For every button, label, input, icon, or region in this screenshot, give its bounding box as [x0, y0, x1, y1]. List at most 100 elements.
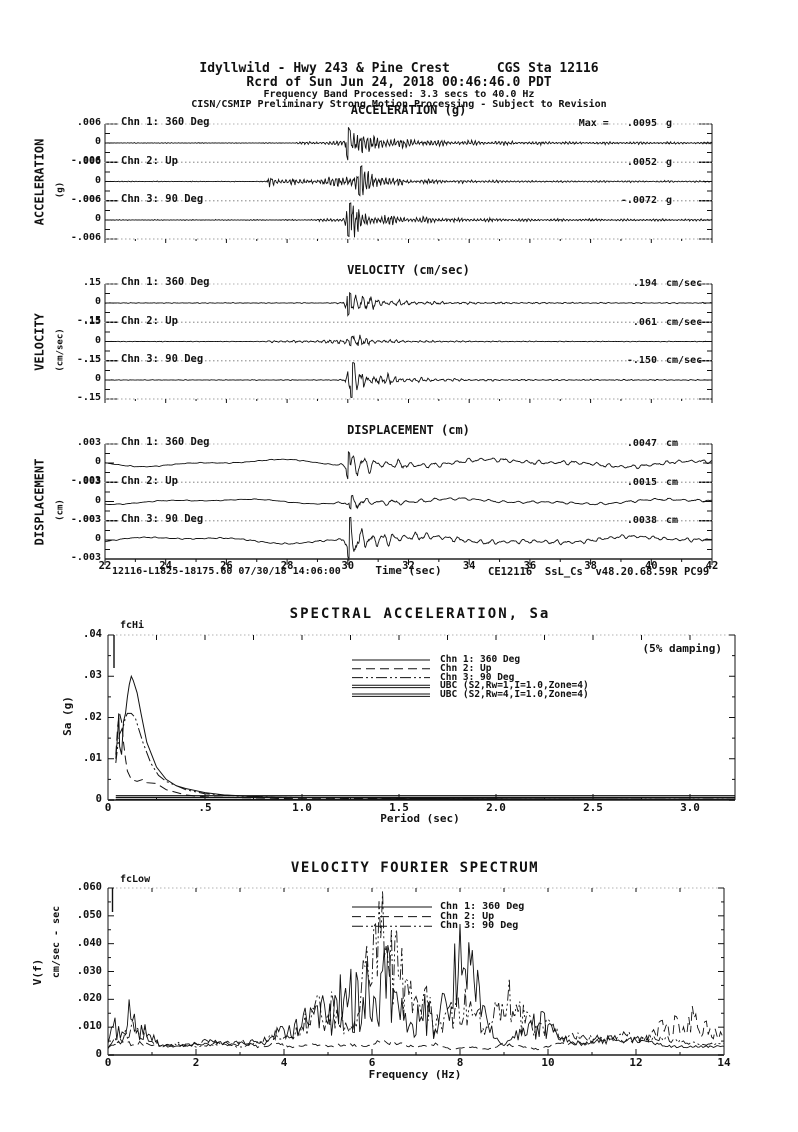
- fourier-y-tick-label: .050: [76, 908, 102, 921]
- fourier-x-tick-label: 10: [541, 1056, 555, 1069]
- peak-value: .0015: [626, 476, 657, 488]
- time-tick-label: 36: [523, 560, 537, 572]
- fourier-x-tick-label: 2: [192, 1056, 200, 1069]
- y-tick-label: .15: [82, 354, 101, 365]
- fclow-corner-label: fcLow: [120, 874, 151, 885]
- sa-legend-label: Chn 2: Up: [440, 662, 492, 674]
- y-tick-label: -.15: [76, 315, 101, 326]
- fourier-legend-label: Chn 2: Up: [440, 910, 495, 922]
- time-tick-label: 34: [462, 560, 476, 572]
- y-tick-label: -.006: [70, 155, 101, 166]
- sa-x-tick-label: 3.0: [680, 801, 700, 814]
- record-title: Idyllwild - Hwy 243 & Pine Crest CGS Sta…: [199, 61, 599, 76]
- channel-label: Chn 2: Up: [121, 474, 178, 487]
- trace-chn-1-360-deg: [104, 450, 713, 480]
- sa-y-tick-label: .02: [83, 710, 102, 723]
- y-tick-label: -.006: [70, 232, 101, 243]
- sa-y-tick-label: 0: [95, 793, 102, 805]
- time-tick-label: 26: [220, 560, 233, 572]
- fourier-x-tick-label: 6: [368, 1056, 376, 1069]
- fourier-y-tick-label: .040: [76, 936, 102, 949]
- sa-curve-2: [115, 712, 735, 800]
- y-tick-label: 0: [94, 373, 101, 384]
- sa-x-tick-label: 2.0: [486, 801, 506, 814]
- sa-x-tick-label: 2.5: [583, 801, 603, 814]
- trace-chn-1-360-deg: [104, 291, 713, 317]
- peak-value: Max = .0095: [578, 118, 657, 129]
- time-tick-label: 38: [584, 560, 597, 572]
- section-title: VELOCITY (cm/sec): [347, 263, 470, 277]
- peak-unit: g: [666, 195, 673, 206]
- time-tick-label: 42: [705, 560, 719, 572]
- peak-value: .0047: [626, 438, 657, 449]
- y-tick-label: -.003: [70, 475, 101, 486]
- time-tick-label: 40: [644, 560, 658, 572]
- fourier-x-tick-label: 12: [629, 1056, 643, 1069]
- processing-version: CE12116 SsL_Cs v48.20.68.59R PC99: [488, 566, 710, 578]
- processing-disclaimer: CISN/CSMIP Preliminary Strong Motion Pro…: [191, 99, 607, 110]
- y-tick-label: .003: [76, 437, 101, 448]
- time-tick-label: 28: [280, 560, 294, 572]
- peak-unit: cm/sec: [666, 355, 703, 366]
- record-datetime: Rcrd of Sun Jun 24, 2018 00:46:46.0 PDT: [246, 75, 552, 90]
- channel-label: Chn 2: Up: [121, 154, 178, 167]
- peak-unit: g: [666, 156, 673, 168]
- damping-note: (5% damping): [642, 642, 722, 655]
- channel-label: Chn 1: 360 Deg: [121, 276, 210, 288]
- y-tick-label: 0: [94, 533, 101, 544]
- peak-value: .061: [632, 316, 657, 328]
- y-tick-label: -.003: [70, 552, 101, 563]
- trace-chn-3-90-deg: [105, 516, 713, 561]
- y-tick-label: .006: [76, 155, 101, 167]
- y-tick-label: 0: [94, 456, 101, 467]
- sa-legend-label: UBC (S2,Rw=1,I=1.0,Zone=4): [440, 680, 589, 692]
- fourier-legend-label: Chn 3: 90 Deg: [440, 920, 519, 932]
- time-tick-label: 22: [98, 560, 112, 572]
- peak-unit: cm/sec: [666, 316, 703, 328]
- fourier-x-tick-label: 8: [456, 1056, 464, 1069]
- sa-x-tick-label: 1.0: [292, 801, 312, 814]
- trace-chn-2-up: [104, 494, 713, 510]
- fourier-curve-2: [107, 890, 725, 1050]
- sa-legend-label: UBC (S2,Rw=4,I=1.0,Zone=4): [440, 689, 589, 701]
- sa-x-tick-label: 0: [104, 801, 112, 814]
- fourier-y-tick-label: .010: [76, 1020, 102, 1033]
- y-tick-label: .006: [76, 194, 101, 205]
- peak-value: -.150: [626, 355, 657, 366]
- sa-y-tick-label: .03: [83, 669, 102, 682]
- time-axis-label: Time (sec): [375, 564, 442, 577]
- fourier-y-tick-label: 0: [95, 1048, 102, 1060]
- trace-chn-2-up: [104, 164, 713, 197]
- channel-label: Chn 1: 360 Deg: [121, 116, 210, 128]
- y-tick-label: -.006: [70, 193, 101, 205]
- peak-unit: cm: [666, 476, 679, 488]
- frequency-band-note: Frequency Band Processed: 3.3 secs to 40…: [263, 89, 535, 100]
- section-side-label: DISPLACEMENT: [32, 458, 47, 545]
- fourier-x-axis-label: Frequency (Hz): [368, 1068, 462, 1081]
- section-title: DISPLACEMENT (cm): [347, 423, 470, 437]
- sa-legend-label: Chn 3: 90 Deg: [440, 671, 515, 683]
- fourier-curve-0: [107, 923, 725, 1049]
- peak-value: .0038: [626, 515, 657, 526]
- y-tick-label: .006: [76, 117, 101, 128]
- channel-label: Chn 2: Up: [121, 314, 178, 327]
- channel-label: Chn 1: 360 Deg: [121, 436, 210, 448]
- section-side-label: ACCELERATION: [32, 138, 47, 225]
- y-tick-label: .003: [76, 475, 101, 487]
- channel-label: Chn 3: 90 Deg: [121, 193, 204, 205]
- trace-chn-2-up: [104, 334, 712, 347]
- sa-y-tick-label: .04: [83, 628, 102, 640]
- time-tick-label: 30: [341, 560, 355, 572]
- fourier-curve-1: [107, 1006, 725, 1051]
- peak-unit: g: [666, 118, 673, 129]
- section-title: ACCELERATION (g): [350, 103, 467, 117]
- fourier-y-tick-label: .060: [76, 881, 102, 893]
- peak-value: .0052: [626, 156, 657, 168]
- fourier-y-axis-label: V(f): [31, 958, 45, 986]
- sa-legend-label: Chn 1: 360 Deg: [440, 654, 521, 665]
- fourier-legend-label: Chn 1: 360 Deg: [440, 901, 525, 912]
- sa-chart-title: SPECTRAL ACCELERATION, Sa: [289, 606, 551, 622]
